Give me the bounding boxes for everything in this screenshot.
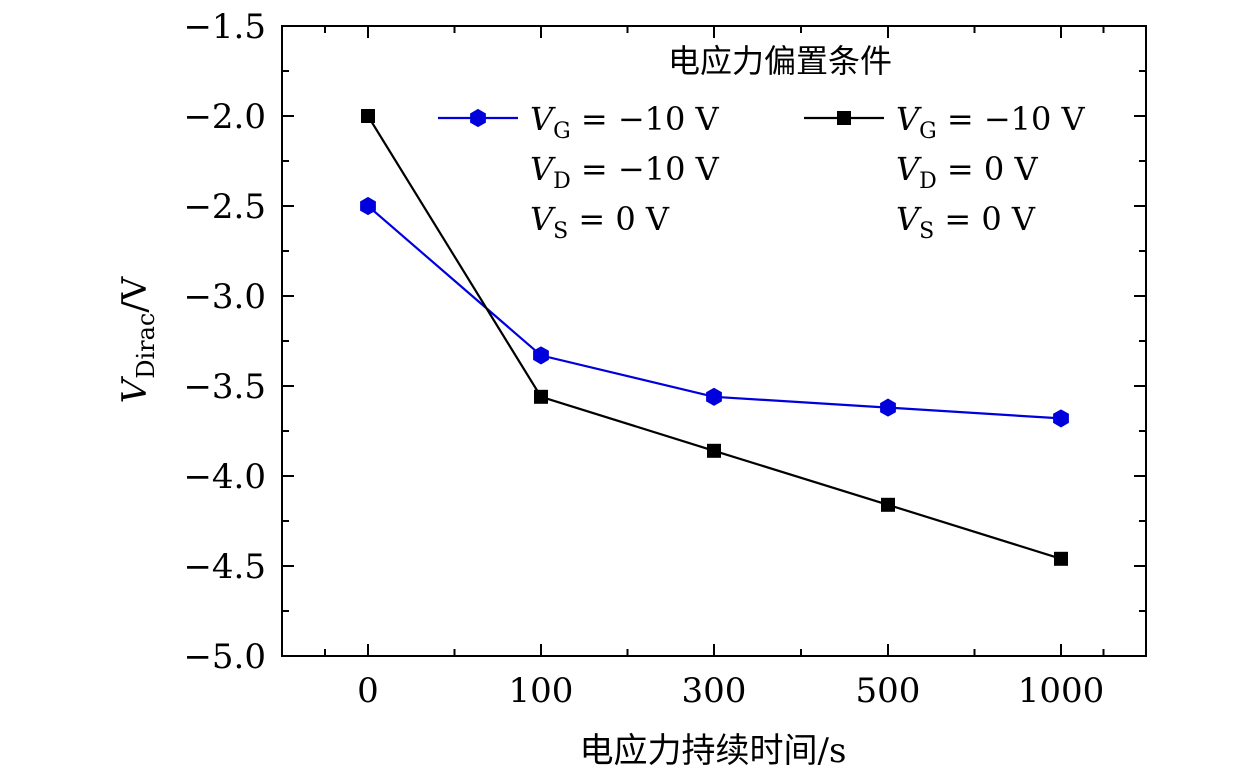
y-tick-label: −1.5 (183, 7, 266, 47)
data-point (880, 398, 896, 417)
y-tick-label: −5.0 (183, 637, 266, 677)
x-tick-label: 0 (357, 671, 379, 711)
data-point (534, 389, 548, 404)
legend-label-sub: D (919, 169, 937, 194)
legend-marker-2 (837, 111, 851, 125)
legend-label-value: = −10 V (571, 100, 720, 138)
legend-label-sub: S (553, 219, 568, 244)
y-axis-title-group: VDirac/V (115, 275, 160, 403)
legend-label-var: V (530, 100, 556, 138)
legend-label-sub: D (553, 169, 571, 194)
x-tick-label: 100 (509, 671, 574, 711)
data-point (881, 497, 895, 512)
y-tick-label: −4.0 (183, 457, 266, 497)
legend-label-2: VD = 0 V (896, 150, 1038, 194)
series-layer (360, 109, 1069, 566)
legend-label-value: = −10 V (571, 150, 720, 188)
legend-label-2: VG = −10 V (896, 100, 1086, 144)
legend-label-var: V (530, 200, 556, 238)
legend-label-value: = 0 V (568, 200, 670, 238)
data-point (360, 196, 376, 216)
legend-label-sub: S (919, 219, 934, 244)
legend-label-2: VS = 0 V (896, 200, 1036, 244)
y-axis-title-unit: /V (115, 275, 155, 312)
legend-marker-1 (470, 108, 486, 128)
data-point (1053, 409, 1069, 428)
legend-title: 电应力偏置条件 (668, 42, 892, 80)
legend-label-1: VD = −10 V (530, 150, 720, 194)
legend-label-1: VS = 0 V (530, 200, 670, 244)
x-tick-label: 500 (856, 671, 921, 711)
x-tick-label: 1000 (1018, 671, 1105, 711)
legend-label-value: = 0 V (934, 200, 1036, 238)
data-point (706, 387, 722, 406)
legend-label-sub: G (553, 119, 571, 144)
series-2 (361, 109, 1068, 566)
legend-label-var: V (896, 200, 922, 238)
y-axis-title-sub: Dirac (132, 313, 160, 379)
legend-label-var: V (896, 150, 922, 188)
data-point (707, 443, 721, 458)
legend: 电应力偏置条件 VG = −10 VVD = −10 VVS = 0 VVG =… (438, 42, 1086, 244)
y-tick-label: −4.5 (183, 547, 266, 587)
legend-label-sub: G (919, 119, 937, 144)
x-axis-title: 电应力持续时间/s (580, 731, 847, 771)
y-tick-label: −2.5 (183, 187, 266, 227)
x-tick-label: 300 (682, 671, 747, 711)
legend-label-var: V (896, 100, 922, 138)
data-point (361, 109, 375, 123)
y-axis-title: VDirac/V (115, 275, 160, 403)
x-axis: 0 100 300 500 1000 (324, 26, 1105, 711)
data-point (1054, 551, 1068, 566)
legend-label-value: = −10 V (937, 100, 1086, 138)
legend-label-1: VG = −10 V (530, 100, 720, 144)
legend-label-value: = 0 V (937, 150, 1039, 188)
y-tick-label: −2.0 (183, 97, 266, 137)
data-point (533, 346, 549, 365)
series-1 (360, 196, 1069, 428)
y-axis: −1.5 −2.0 −2.5 −3.0 −3.5 −4.0 −4.5 −5.0 (183, 7, 1146, 677)
y-tick-label: −3.0 (183, 277, 266, 317)
legend-label-var: V (530, 150, 556, 188)
y-axis-title-main: V (115, 375, 155, 403)
y-tick-label: −3.5 (183, 367, 266, 407)
